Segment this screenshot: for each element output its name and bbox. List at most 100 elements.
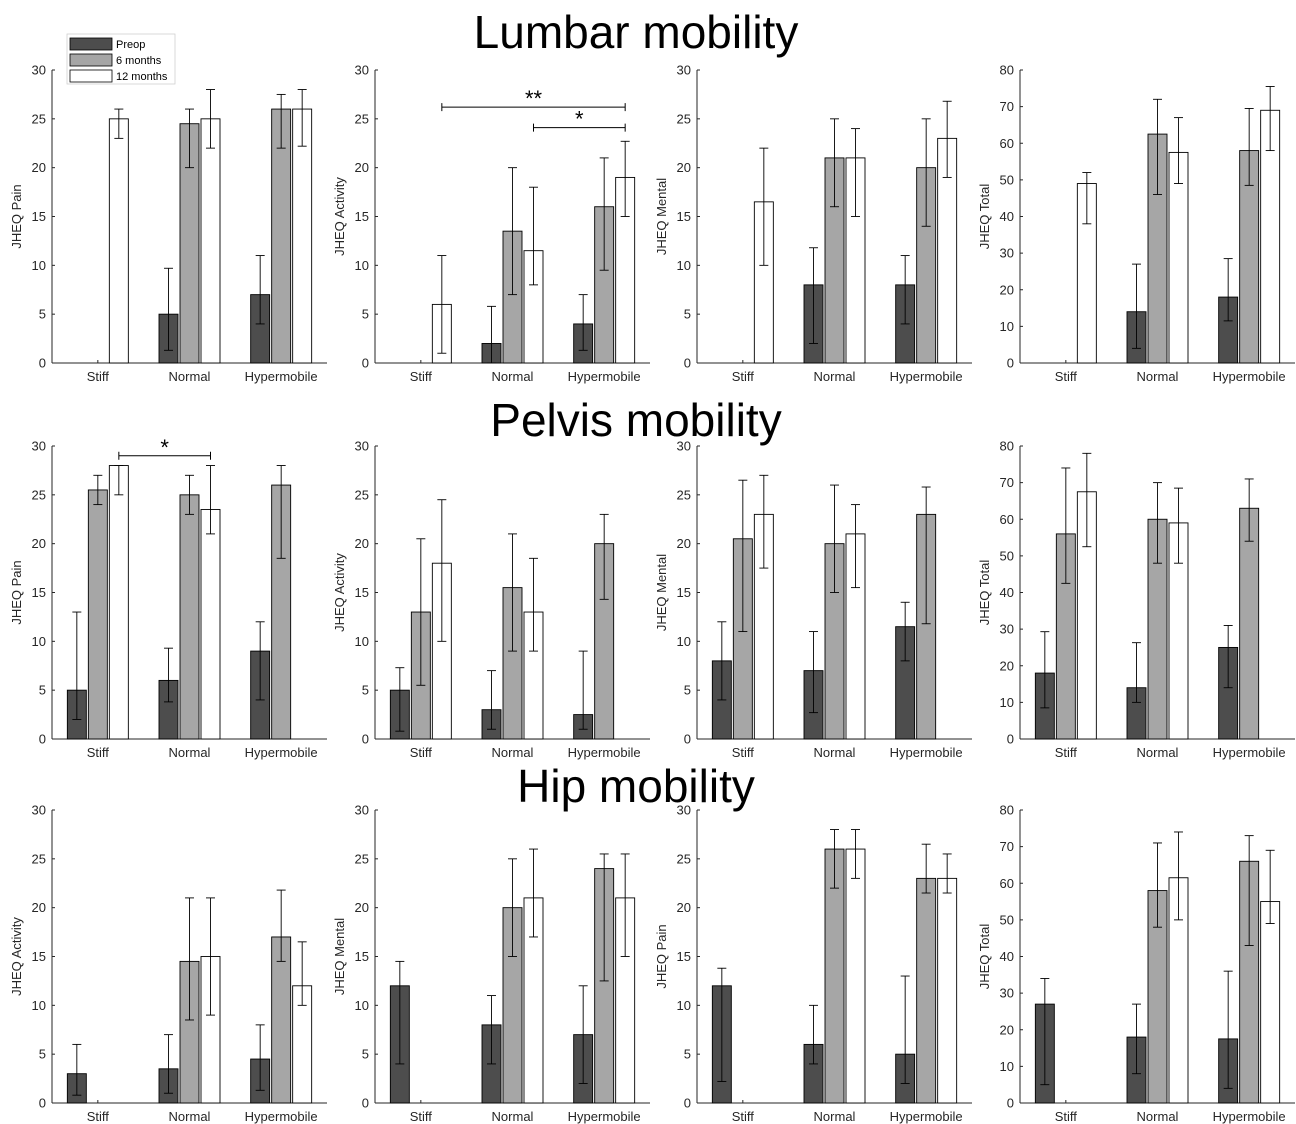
y-tick-label: 70 (1000, 99, 1014, 114)
y-tick-label: 40 (1000, 949, 1014, 964)
chart-panel: 0 5 10 15 20 25 30 JHEQ Mental Stiff Normal Hyperm… (654, 63, 972, 384)
legend-swatch-preop (69, 37, 113, 51)
y-tick-label: 10 (32, 634, 46, 649)
y-tick-label: 10 (355, 998, 369, 1013)
x-tick-label: Hypermobile (568, 745, 641, 760)
x-tick-label: Stiff (732, 369, 755, 384)
y-tick-label: 5 (362, 307, 369, 322)
bar (292, 108, 313, 364)
legend-swatch-6-months (69, 53, 113, 67)
significance-label: * (160, 435, 169, 460)
x-tick-label: Hypermobile (245, 1109, 318, 1124)
y-tick-label: 30 (1000, 986, 1014, 1001)
y-tick-label: 20 (677, 160, 691, 175)
y-tick-label: 15 (355, 209, 369, 224)
x-tick-label: Normal (169, 369, 211, 384)
x-tick-label: Stiff (87, 1109, 110, 1124)
x-tick-label: Stiff (410, 1109, 433, 1124)
y-tick-label: 0 (684, 356, 691, 371)
x-tick-label: Stiff (410, 369, 433, 384)
x-tick-label: Hypermobile (1213, 369, 1286, 384)
bar (1260, 901, 1281, 1104)
x-tick-label: Normal (169, 745, 211, 760)
y-tick-label: 0 (362, 1096, 369, 1111)
x-tick-label: Hypermobile (890, 1109, 963, 1124)
x-tick-label: Normal (492, 745, 534, 760)
x-tick-label: Hypermobile (245, 369, 318, 384)
x-tick-label: Stiff (87, 369, 110, 384)
y-tick-label: 30 (677, 803, 691, 818)
y-tick-label: 30 (355, 803, 369, 818)
y-tick-label: 5 (684, 1047, 691, 1062)
x-tick-label: Hypermobile (1213, 745, 1286, 760)
y-tick-label: 25 (677, 487, 691, 502)
y-tick-label: 20 (355, 536, 369, 551)
legend-label-12-months: 12 months (116, 71, 168, 83)
y-tick-label: 20 (1000, 282, 1014, 297)
y-tick-label: 15 (32, 949, 46, 964)
y-tick-label: 50 (1000, 548, 1014, 563)
y-tick-label: 10 (1000, 695, 1014, 710)
bar (200, 509, 221, 740)
y-tick-label: 15 (677, 949, 691, 964)
y-tick-label: 15 (32, 209, 46, 224)
y-tick-label: 5 (39, 1047, 46, 1062)
chart-panel: 0 5 10 15 20 25 30 JHEQ Activity Stiff Normal Hype… (332, 63, 650, 384)
y-tick-label: 60 (1000, 512, 1014, 527)
y-tick-label: 10 (32, 998, 46, 1013)
y-tick-label: 5 (362, 1047, 369, 1062)
y-tick-label: 30 (355, 439, 369, 454)
y-tick-label: 10 (677, 634, 691, 649)
x-tick-label: Normal (814, 745, 856, 760)
y-tick-label: 25 (677, 111, 691, 126)
y-tick-label: 10 (677, 258, 691, 273)
y-tick-label: 20 (32, 536, 46, 551)
y-tick-label: 0 (1007, 1096, 1014, 1111)
y-tick-label: 10 (1000, 1059, 1014, 1074)
y-tick-label: 30 (1000, 246, 1014, 261)
y-axis-label: JHEQ Activity (332, 553, 347, 632)
y-tick-label: 5 (684, 683, 691, 698)
x-tick-label: Stiff (1055, 369, 1078, 384)
y-tick-label: 0 (684, 732, 691, 747)
y-tick-label: 5 (39, 683, 46, 698)
x-tick-label: Hypermobile (890, 745, 963, 760)
y-tick-label: 30 (32, 63, 46, 78)
y-tick-label: 15 (355, 949, 369, 964)
y-tick-label: 20 (677, 536, 691, 551)
x-tick-label: Stiff (732, 1109, 755, 1124)
significance-label: * (575, 107, 584, 132)
bar (1168, 151, 1189, 364)
y-tick-label: 25 (32, 851, 46, 866)
y-tick-label: 25 (355, 487, 369, 502)
y-tick-label: 30 (32, 439, 46, 454)
y-axis-label: JHEQ Mental (654, 554, 669, 631)
y-tick-label: 20 (1000, 658, 1014, 673)
section-title-lumbar: Lumbar mobility (474, 6, 799, 58)
y-axis-label: JHEQ Activity (332, 177, 347, 256)
x-tick-label: Normal (814, 1109, 856, 1124)
bar (87, 489, 108, 740)
y-tick-label: 80 (1000, 439, 1014, 454)
y-tick-label: 10 (677, 998, 691, 1013)
y-tick-label: 60 (1000, 136, 1014, 151)
y-tick-label: 10 (1000, 319, 1014, 334)
y-tick-label: 15 (355, 585, 369, 600)
y-tick-label: 0 (362, 356, 369, 371)
y-tick-label: 15 (677, 209, 691, 224)
legend-swatch-12-months (69, 69, 113, 83)
bar (916, 877, 937, 1104)
x-tick-label: Stiff (732, 745, 755, 760)
bar (108, 465, 129, 740)
chart-panel: 0 5 10 15 20 25 30 JHEQ Pain Stiff Normal Hypermob… (9, 63, 327, 384)
x-tick-label: Normal (1137, 369, 1179, 384)
y-axis-label: JHEQ Pain (654, 924, 669, 988)
x-tick-label: Hypermobile (1213, 1109, 1286, 1124)
y-tick-label: 0 (362, 732, 369, 747)
chart-panel: 0 5 10 15 20 25 30 JHEQ Mental Stiff Normal Hyperm… (654, 439, 972, 760)
bar (108, 118, 129, 364)
x-tick-label: Normal (492, 1109, 534, 1124)
chart-panel: 0 5 10 15 20 25 30 JHEQ Activity Stiff Normal Hype… (332, 439, 650, 760)
chart-panel: 0 10 20 30 40 50 60 70 80 JHEQ Total Stiff Normal Hy… (977, 803, 1295, 1124)
